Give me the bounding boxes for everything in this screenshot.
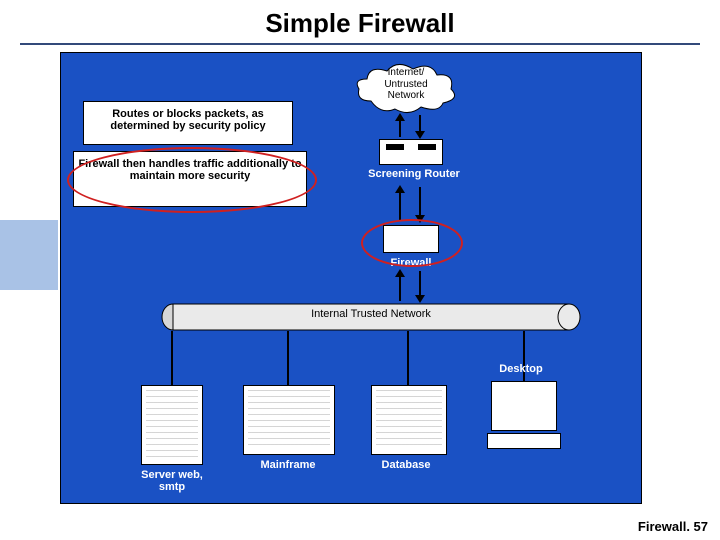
screening-router-label: Screening Router (359, 168, 469, 180)
connector-line (407, 331, 409, 385)
arrow-down-icon (415, 215, 425, 223)
cloud-line1: Internet/ (388, 67, 425, 78)
desktop-label: Desktop (481, 363, 561, 375)
internal-network-label: Internal Trusted Network (161, 308, 581, 320)
info-box-firewall-handles: Firewall then handles traffic additional… (73, 151, 307, 207)
firewall-label: Firewall (371, 257, 451, 269)
sidebar-accent-block (0, 220, 58, 290)
slide-title: Simple Firewall (0, 0, 720, 43)
info-box-routes: Routes or blocks packets, as determined … (83, 101, 293, 145)
diagram-frame: Internet/ Untrusted Network Routes or bl… (60, 52, 642, 504)
server-label: Server web, smtp (127, 469, 217, 493)
arrow-up-icon (395, 113, 405, 121)
title-underline (20, 43, 700, 45)
arrow-down-icon (415, 295, 425, 303)
connector-line (287, 331, 289, 385)
arrow-up-icon (395, 269, 405, 277)
desktop-base-icon (487, 433, 561, 449)
firewall-icon (383, 225, 439, 253)
cloud-line2: Untrusted (384, 79, 427, 90)
arrow-down-icon (415, 131, 425, 139)
cloud-label: Internet/ Untrusted Network (351, 67, 461, 102)
slide-footer: Firewall. 57 (638, 519, 708, 534)
arrow-up-icon (395, 185, 405, 193)
cloud-line3: Network (388, 90, 425, 101)
mainframe-label: Mainframe (243, 459, 333, 471)
database-label: Database (361, 459, 451, 471)
connector-line (171, 331, 173, 385)
mainframe-icon (243, 385, 335, 455)
server-icon (141, 385, 203, 465)
database-icon (371, 385, 447, 455)
screening-router-icon (379, 139, 443, 165)
desktop-monitor-icon (491, 381, 557, 431)
server-label-text: Server web, smtp (141, 469, 203, 493)
